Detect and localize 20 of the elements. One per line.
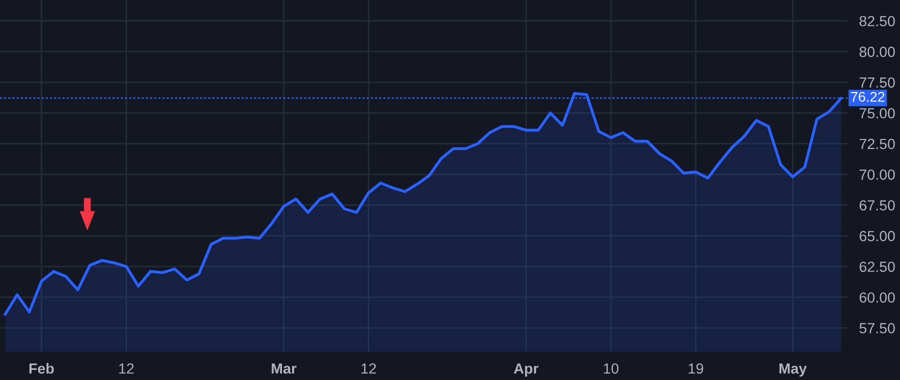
x-tick-label: Mar	[272, 364, 297, 374]
y-tick-label: 67.50	[860, 200, 895, 211]
x-tick-label: 12	[362, 363, 376, 374]
x-tick-label: Feb	[29, 362, 54, 374]
y-tick-label: 57.50	[859, 323, 895, 334]
y-tick-label: 82.50	[860, 16, 895, 26]
x-tick-label: 12	[119, 363, 134, 374]
y-tick-label: 77.50	[860, 77, 895, 88]
ref-line-label: 76.22	[851, 92, 884, 102]
y-tick-label: 62.50	[860, 262, 895, 272]
y-tick-label: 75.00	[860, 108, 895, 118]
y-tick-label: 70.00	[860, 170, 895, 180]
y-tick-label: 80.00	[860, 46, 895, 58]
x-tick-label: Apr	[514, 364, 538, 377]
x-tick-label: May	[779, 364, 807, 377]
y-tick-label: 60.00	[860, 292, 895, 303]
y-tick-label: 65.00	[860, 230, 895, 242]
x-tick-label: 10	[604, 363, 618, 374]
x-tick-label: 19	[688, 363, 704, 374]
y-tick-label: 72.50	[860, 138, 895, 150]
